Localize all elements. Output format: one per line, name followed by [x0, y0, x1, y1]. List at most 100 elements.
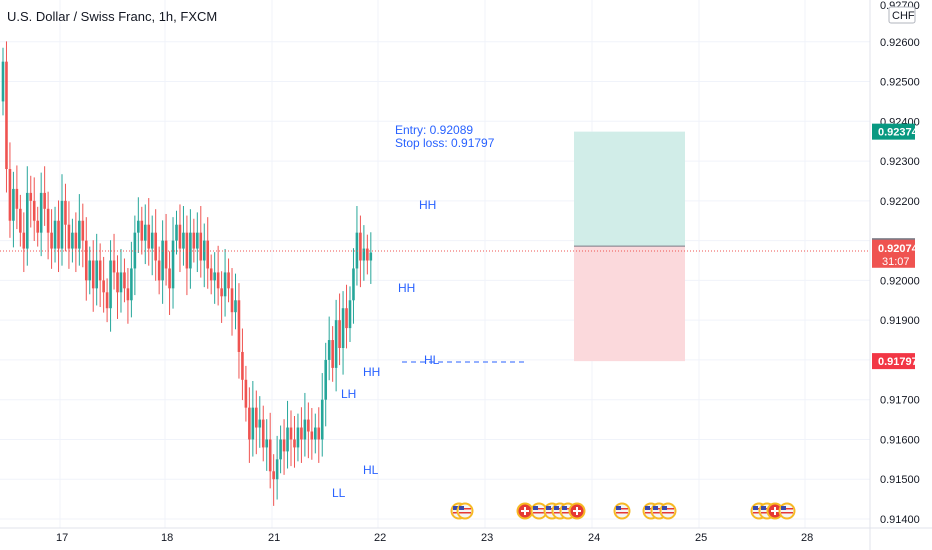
flag-canton [662, 506, 667, 510]
target-price-label-bg [872, 123, 915, 140]
candle-body [355, 232, 359, 269]
flag-stripe [662, 512, 674, 514]
y-tick-label: 0.92200 [880, 196, 920, 208]
swing-label-hh-1: HH [419, 198, 436, 212]
candle-body [81, 220, 85, 241]
flag-stripe [781, 508, 793, 510]
candle-body [223, 272, 227, 297]
current-price-label-countdown: 31:07 [882, 256, 910, 268]
us-flag-icon[interactable] [456, 502, 474, 520]
candle-body [175, 224, 178, 241]
candle-body [359, 232, 362, 261]
swing-label-hh-3: HH [363, 365, 380, 379]
time-axis[interactable]: 17 18 21 22 23 24 25 28 [0, 527, 932, 544]
target-price-label: 0.92374 [878, 127, 919, 139]
candle-body [320, 399, 324, 440]
y-tick-label: 0.92500 [880, 77, 920, 89]
candle-body [147, 224, 151, 249]
candle-body [317, 427, 321, 440]
candle-body [39, 192, 43, 233]
candle-body [74, 232, 78, 249]
candle-body [130, 268, 133, 301]
candle-body [102, 280, 105, 293]
candle-body [348, 300, 352, 329]
flag-canton [645, 506, 650, 510]
candle-body [137, 220, 140, 233]
candle-body [310, 431, 314, 440]
economic-events-row[interactable] [450, 502, 796, 520]
candle-body [19, 208, 22, 233]
candle-body [334, 320, 338, 368]
x-tick-label: 17 [56, 532, 68, 544]
candle-body [154, 232, 157, 261]
swing-label-hl-1: HL [424, 353, 440, 367]
symbol-title[interactable]: U.S. Dollar / Swiss Franc, 1h, FXCM [7, 9, 218, 24]
flag-stripe [459, 508, 471, 510]
swiss-flag-icon[interactable] [766, 502, 784, 520]
candle-body [36, 220, 39, 233]
candle-body [220, 288, 223, 297]
us-flag-icon[interactable] [613, 502, 631, 520]
x-tick-label: 24 [588, 532, 600, 544]
candle-body [209, 268, 213, 281]
candle-body [64, 200, 67, 225]
swing-label-ll: LL [332, 486, 346, 500]
candle-body [303, 419, 307, 440]
swiss-flag-icon[interactable] [516, 502, 534, 520]
candle-body [241, 351, 244, 380]
candlestick-series [1, 41, 373, 506]
stop-price-label-bg [872, 353, 915, 370]
candle-body [251, 407, 255, 440]
y-tick-label: 0.91500 [880, 474, 920, 486]
flag-canton [459, 506, 464, 510]
candle-body [258, 419, 262, 428]
candle-body [293, 439, 296, 448]
candle-body [32, 200, 36, 221]
candle-body [140, 220, 144, 241]
candle-body [213, 272, 216, 281]
candle-body [216, 272, 220, 289]
swiss-flag-icon[interactable] [568, 502, 586, 520]
chart-annotations: Entry: 0.92089 Stop loss: 0.91797 HH HH … [332, 123, 495, 500]
x-tick-label: 25 [695, 532, 707, 544]
flag-canton [761, 506, 766, 510]
candle-body [126, 288, 130, 301]
flag-cross-h [573, 510, 581, 512]
candle-body [112, 260, 116, 273]
x-tick-label: 21 [268, 532, 280, 544]
flag-stripe [653, 508, 665, 510]
flag-canton [533, 506, 538, 510]
candle-body [369, 252, 373, 261]
flag-canton [616, 506, 621, 510]
flag-canton [653, 506, 658, 510]
flag-canton [753, 506, 758, 510]
flag-stripe [562, 512, 574, 514]
flag-cross-h [521, 510, 529, 512]
x-tick-label: 28 [801, 532, 813, 544]
candle-body [314, 427, 317, 440]
us-flag-icon[interactable] [778, 502, 796, 520]
candle-body [362, 248, 366, 261]
flag-stripe [781, 512, 793, 514]
candle-body [234, 300, 237, 313]
candle-body [25, 192, 29, 249]
flag-stripe [533, 508, 545, 510]
candle-body [109, 260, 112, 309]
loss-zone [574, 246, 685, 362]
candle-body [119, 272, 123, 293]
candle-body [265, 439, 269, 448]
candle-body [67, 224, 71, 249]
flag-canton [562, 506, 567, 510]
flag-stripe [616, 512, 628, 514]
candle-body [182, 232, 185, 249]
candle-body [46, 208, 50, 233]
price-axis[interactable]: 0.926000.925000.924000.923000.922000.920… [869, 0, 920, 550]
us-flag-icon[interactable] [530, 502, 548, 520]
candle-body [164, 240, 168, 269]
us-flag-icon[interactable] [659, 502, 677, 520]
y-tick-label: 0.91900 [880, 315, 920, 327]
flag-stripe [616, 508, 628, 510]
candle-body [279, 439, 282, 460]
candle-body [150, 232, 154, 249]
